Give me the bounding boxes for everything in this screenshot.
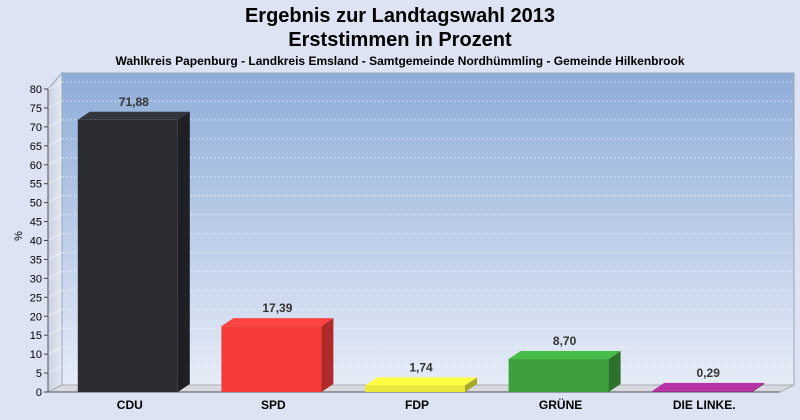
bar-grüne xyxy=(508,351,621,392)
bar-die-linke- xyxy=(652,382,765,392)
gridline-wall xyxy=(47,119,63,128)
bar-top xyxy=(365,377,477,386)
y-tick-label: 0 xyxy=(36,387,42,399)
x-tick-label: DIE LINKE. xyxy=(673,398,736,412)
gridline-wall xyxy=(47,270,63,279)
data-label: 1,74 xyxy=(409,360,433,374)
y-tick-label: 80 xyxy=(30,84,42,96)
y-tick-label: 15 xyxy=(30,330,42,342)
gridline-wall xyxy=(47,81,63,90)
bar-front xyxy=(652,390,753,392)
bar-top xyxy=(508,351,621,360)
bar-front xyxy=(365,385,465,392)
bar-front xyxy=(508,359,609,392)
gridline-wall xyxy=(47,251,63,260)
x-tick-label: CDU xyxy=(117,398,143,412)
bar-side xyxy=(752,382,765,392)
gridline-wall xyxy=(47,327,63,336)
x-tick-label: SPD xyxy=(261,398,286,412)
bar-side xyxy=(321,318,334,392)
y-tick-label: 30 xyxy=(30,273,42,285)
gridline-wall xyxy=(47,233,63,241)
data-label: 0,29 xyxy=(697,366,721,380)
y-tick-label: 10 xyxy=(30,349,42,361)
chart-title-line2: Erststimmen in Prozent xyxy=(288,29,512,51)
y-tick-label: 25 xyxy=(30,292,42,304)
gridline-wall xyxy=(47,157,63,166)
y-tick-label: 20 xyxy=(30,311,42,323)
y-tick-label: 45 xyxy=(30,217,42,229)
data-label: 71,88 xyxy=(119,95,149,109)
data-label: 8,70 xyxy=(553,334,577,348)
chart-subtitle: Wahlkreis Papenburg - Landkreis Emsland … xyxy=(115,54,685,68)
gridline-wall xyxy=(47,176,63,185)
gridline-wall xyxy=(47,214,63,223)
y-tick-label: 55 xyxy=(30,179,42,191)
bar-top xyxy=(652,382,765,391)
bars xyxy=(77,111,765,392)
y-tick-label: 5 xyxy=(36,368,42,380)
x-tick-label: FDP xyxy=(405,398,429,412)
gridline-wall xyxy=(47,365,63,374)
gridline-wall xyxy=(47,346,63,355)
bar-cdu xyxy=(77,111,190,392)
bar-top xyxy=(221,318,334,327)
labels: 71,88 CDU 17,39 SPD 1,74 FDP 8,70 GRÜNE 0,29 DIE … xyxy=(117,95,736,412)
gridline-wall xyxy=(47,195,63,204)
gridline-wall xyxy=(47,100,63,109)
y-tick-label: 60 xyxy=(30,160,42,172)
bar-fdp xyxy=(365,377,477,392)
gridline-wall xyxy=(47,138,63,147)
bar-spd xyxy=(221,318,334,392)
y-tick-label: 65 xyxy=(30,141,42,153)
bar-side xyxy=(608,351,621,392)
y-tick-label: 50 xyxy=(30,198,42,210)
data-label: 17,39 xyxy=(262,301,292,315)
bar-front xyxy=(77,119,178,392)
bar-front xyxy=(221,326,322,392)
chart-title: Ergebnis zur Landtagswahl 2013 xyxy=(244,5,556,27)
bar-side xyxy=(465,377,477,392)
y-tick-label: 40 xyxy=(30,236,42,248)
y-tick-label: 35 xyxy=(30,254,42,266)
y-axis-label: % xyxy=(13,231,25,241)
bar-side xyxy=(177,111,190,392)
x-tick-label: GRÜNE xyxy=(539,397,582,412)
gridline-wall xyxy=(47,308,63,317)
y-tick-label: 70 xyxy=(30,122,42,134)
gridline-wall xyxy=(47,289,63,298)
y-tick-label: 75 xyxy=(30,103,42,115)
bar-top xyxy=(77,111,190,120)
